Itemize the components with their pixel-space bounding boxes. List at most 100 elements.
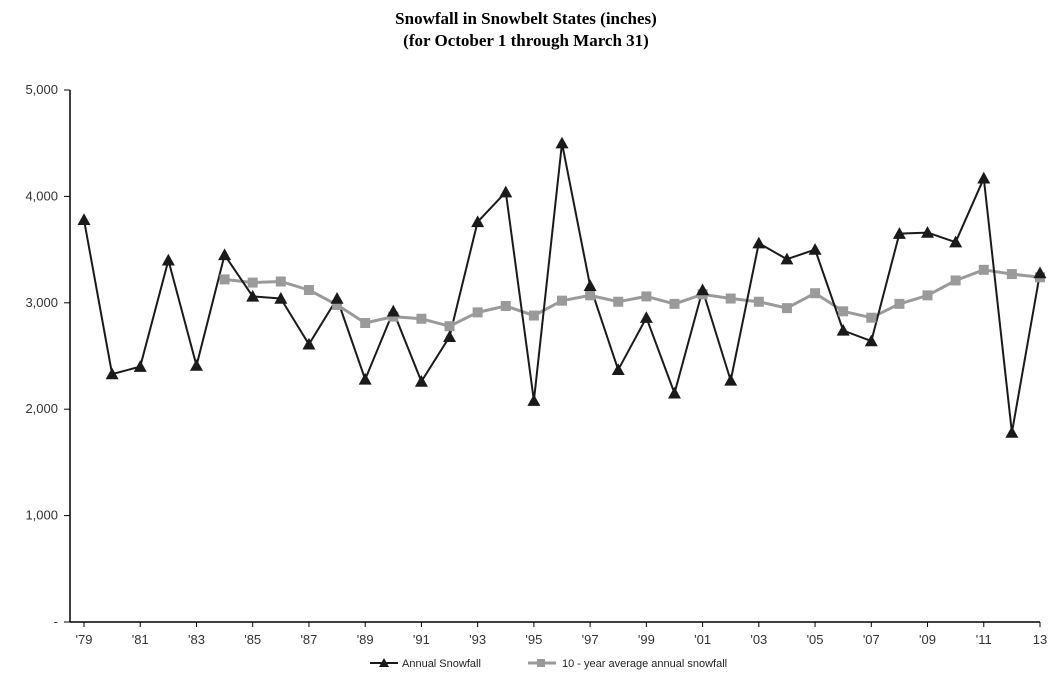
annual-data-point — [105, 367, 119, 380]
x-tick-label: '85 — [244, 632, 261, 647]
annual-data-point — [527, 394, 541, 406]
chart-title-line: Snowfall in Snowbelt States (inches) — [395, 9, 657, 28]
series-markers — [77, 136, 1047, 438]
average-data-point — [753, 296, 764, 307]
legend-annual-label: Annual Snowfall — [402, 658, 481, 670]
x-tick-label: '05 — [807, 632, 824, 647]
series-lines — [83, 142, 1041, 434]
y-tick-label: 2,000 — [25, 401, 58, 416]
y-tick-label: 1,000 — [25, 508, 58, 523]
annual-data-point — [330, 292, 344, 304]
y-tick-label: 5,000 — [25, 82, 58, 97]
annual-data-point — [864, 334, 878, 347]
annual-data-point — [77, 213, 91, 226]
average-data-point — [500, 300, 511, 311]
annual-data-point — [611, 363, 625, 376]
average-data-point — [416, 313, 427, 324]
average-data-point — [219, 274, 230, 285]
legend-annual-marker — [379, 658, 389, 667]
y-tick-label: - — [54, 614, 58, 629]
x-tick-label: '79 — [76, 632, 93, 647]
x-tick-label: '83 — [188, 632, 205, 647]
chart-title: Snowfall in Snowbelt States (inches) (fo… — [0, 8, 1052, 52]
average-data-point — [781, 303, 792, 314]
annual-data-point — [836, 323, 850, 336]
average-data-point — [360, 318, 371, 329]
chart-legend: Annual Snowfall 10 - year average annual … — [370, 658, 727, 670]
annual-data-point — [386, 304, 400, 317]
annual-data-point — [752, 236, 766, 249]
average-data-point — [275, 276, 286, 287]
average-data-point — [1006, 269, 1017, 280]
average-data-point — [247, 277, 258, 288]
annual-data-point — [696, 283, 710, 296]
y-tick-label: 3,000 — [25, 295, 58, 310]
average-data-point — [444, 321, 455, 332]
annual-series-line — [83, 142, 1041, 434]
annual-data-point — [949, 235, 963, 248]
annual-data-point — [414, 375, 428, 387]
x-tick-label: '09 — [919, 632, 936, 647]
average-data-point — [388, 311, 399, 322]
annual-data-point — [921, 226, 935, 238]
x-tick-label: '87 — [300, 632, 317, 647]
y-axis-ticks: - 1,000 2,000 3,000 4,000 5,000 — [25, 82, 70, 629]
annual-data-point — [892, 227, 906, 239]
average-series-line — [224, 268, 1041, 328]
average-data-point — [303, 285, 314, 296]
annual-data-point — [443, 330, 457, 343]
average-data-point — [332, 299, 343, 310]
average-data-point — [472, 307, 483, 318]
x-tick-label: '93 — [469, 632, 486, 647]
annual-data-point — [977, 171, 991, 184]
annual-data-point — [274, 292, 288, 304]
average-data-point — [978, 264, 989, 275]
annual-data-point — [358, 372, 372, 385]
legend-average-label: 10 - year average annual snowfall — [562, 658, 727, 670]
annual-data-point — [667, 386, 681, 399]
x-tick-label: '01 — [694, 632, 711, 647]
annual-data-point — [133, 360, 147, 372]
legend-average-marker — [537, 659, 545, 667]
x-tick-label: '11 — [976, 632, 992, 647]
x-tick-label: '89 — [357, 632, 374, 647]
annual-data-point — [218, 248, 232, 261]
x-tick-label: '95 — [525, 632, 542, 647]
x-tick-label: '81 — [132, 632, 149, 647]
annual-data-point — [302, 337, 316, 350]
average-data-point — [922, 290, 933, 301]
average-data-point — [725, 293, 736, 304]
annual-data-point — [189, 359, 203, 371]
annual-data-point — [1005, 426, 1019, 438]
annual-data-point — [583, 279, 597, 291]
annual-data-point — [555, 136, 569, 149]
x-tick-label: 13 — [1033, 632, 1047, 647]
annual-data-point — [1033, 266, 1047, 279]
annual-data-point — [246, 289, 260, 302]
average-data-point — [950, 275, 961, 286]
average-data-point — [669, 298, 680, 309]
annual-data-point — [471, 215, 485, 228]
average-data-point — [838, 306, 849, 317]
average-data-point — [557, 295, 567, 306]
average-data-point — [866, 312, 877, 323]
annual-data-point — [808, 243, 822, 255]
annual-data-point — [161, 253, 175, 266]
average-data-point — [810, 288, 821, 299]
x-tick-label: '99 — [638, 632, 655, 647]
average-data-point — [894, 298, 905, 309]
average-data-point — [641, 291, 652, 302]
x-tick-label: '91 — [413, 632, 430, 647]
x-axis-ticks: '79 '81 '83 '85 '87 '89 '91 '93 '95 '97 '99 '01 '03 '… — [76, 622, 1047, 647]
average-data-point — [613, 296, 624, 307]
x-tick-label: '03 — [750, 632, 767, 647]
x-tick-label: '07 — [863, 632, 880, 647]
chart-axes — [69, 90, 1040, 623]
average-data-point — [585, 290, 596, 301]
annual-data-point — [499, 185, 513, 198]
annual-data-point — [724, 373, 738, 386]
y-tick-label: 4,000 — [25, 188, 58, 203]
average-data-point — [528, 310, 539, 321]
annual-data-point — [780, 252, 794, 265]
